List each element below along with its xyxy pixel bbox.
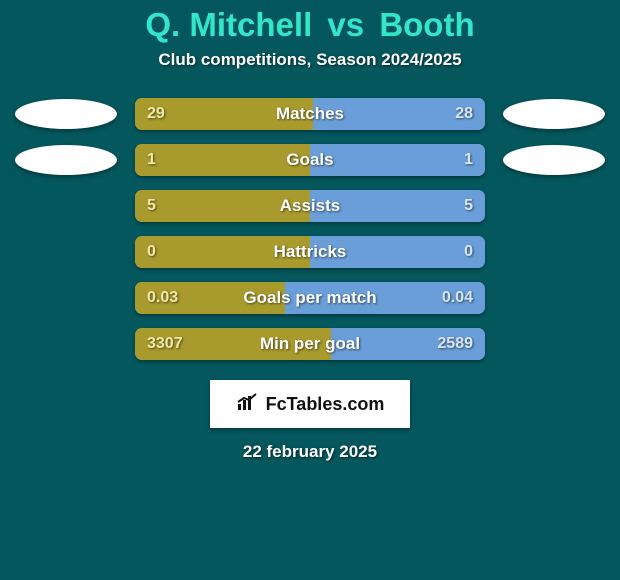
bar-fill-right xyxy=(285,282,485,314)
team-badge-left xyxy=(15,99,117,129)
chart-icon xyxy=(236,392,260,417)
date-text: 22 february 2025 xyxy=(0,442,620,462)
stat-row: Matches2928 xyxy=(0,98,620,130)
bar-fill-right xyxy=(310,190,485,222)
stat-row: Goals per match0.030.04 xyxy=(0,282,620,314)
stat-row: Hattricks00 xyxy=(0,236,620,268)
stat-bar: Goals11 xyxy=(135,144,485,176)
stat-row: Min per goal33072589 xyxy=(0,328,620,360)
bar-fill-left xyxy=(135,144,310,176)
stat-bar: Matches2928 xyxy=(135,98,485,130)
bar-fill-right xyxy=(331,328,485,360)
bar-fill-left xyxy=(135,328,331,360)
team-badge-right xyxy=(503,145,605,175)
bar-fill-right xyxy=(310,144,485,176)
comparison-card: Q. Mitchell vs Booth Club competitions, … xyxy=(0,0,620,580)
bar-fill-left xyxy=(135,282,285,314)
team-badge-right xyxy=(503,99,605,129)
stat-bar: Min per goal33072589 xyxy=(135,328,485,360)
bar-fill-left xyxy=(135,190,310,222)
player2-name: Booth xyxy=(379,6,474,43)
brand-logo: FcTables.com xyxy=(210,380,410,428)
bar-fill-right xyxy=(313,98,485,130)
subtitle: Club competitions, Season 2024/2025 xyxy=(0,50,620,70)
stat-bar: Goals per match0.030.04 xyxy=(135,282,485,314)
stat-bar: Hattricks00 xyxy=(135,236,485,268)
stat-row: Assists55 xyxy=(0,190,620,222)
brand-text: FcTables.com xyxy=(266,394,385,415)
stat-row: Goals11 xyxy=(0,144,620,176)
stats-container: Matches2928 Goals11 Assists55 Hattricks00 Go… xyxy=(0,98,620,360)
team-badge-left xyxy=(15,145,117,175)
bar-fill-right xyxy=(310,236,485,268)
page-title: Q. Mitchell vs Booth xyxy=(0,6,620,44)
bar-fill-left xyxy=(135,98,313,130)
player1-name: Q. Mitchell xyxy=(145,6,312,43)
bar-fill-left xyxy=(135,236,310,268)
vs-text: vs xyxy=(327,6,364,43)
stat-bar: Assists55 xyxy=(135,190,485,222)
